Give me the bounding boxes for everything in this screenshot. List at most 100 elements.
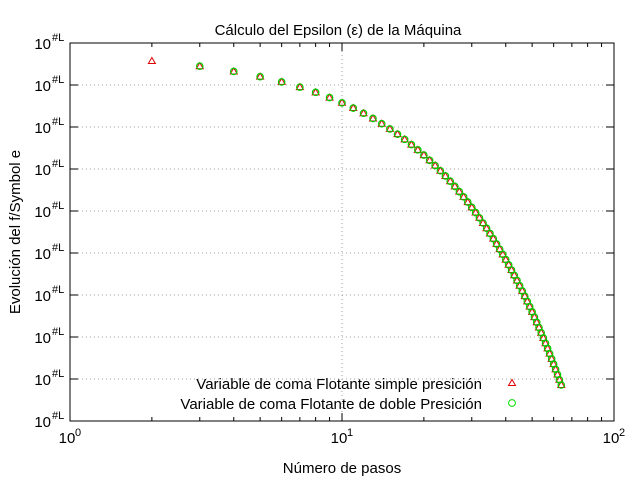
data-point-triangle [311, 87, 321, 96]
y-tick-label: 10 [34, 414, 51, 431]
data-point-triangle [509, 270, 519, 279]
axis-ticks [69, 42, 615, 422]
y-tick-label: 10 [34, 36, 51, 53]
data-point-circle [463, 198, 472, 206]
data-point-triangle [471, 208, 481, 216]
data-point-triangle [393, 129, 402, 138]
data-point-triangle [436, 166, 445, 174]
x-tick-exponent: 1 [347, 427, 353, 439]
data-point-triangle [463, 197, 473, 206]
legend: Variable de coma Flotante simple presici… [180, 376, 517, 413]
data-point-triangle [504, 260, 514, 268]
x-axis-label: Número de pasos [283, 460, 401, 477]
data-point-circle [475, 213, 484, 222]
data-point-triangle [430, 161, 440, 169]
data-point-triangle [478, 218, 488, 226]
data-point-triangle [507, 265, 516, 274]
legend-triangle-marker [507, 378, 517, 386]
data-point-triangle [359, 108, 368, 117]
data-point-circle [256, 72, 264, 81]
data-point-circle [455, 187, 464, 196]
y-tick-labels: 10 #L10 #L10 #L10 #L10 #L10 #L10 #L10 #L10 #L10 #L [34, 32, 64, 431]
series-double-precision [195, 62, 566, 389]
data-point-circle [436, 166, 445, 175]
data-point-circle [407, 140, 416, 149]
data-point-triangle [413, 145, 423, 153]
y-tick-label: 10 [34, 246, 51, 263]
y-tick-label: 10 [34, 372, 51, 389]
data-point-circle [377, 119, 386, 128]
data-point-triangle [492, 239, 501, 247]
data-point-triangle [419, 150, 429, 159]
y-tick-label: 10 [34, 288, 51, 305]
data-point-circle [451, 182, 459, 191]
data-point-triangle [407, 140, 416, 148]
data-point-circle [420, 151, 428, 159]
data-point-circle [486, 229, 494, 238]
data-point-circle [446, 177, 455, 185]
x-tick-exponent: 2 [619, 427, 625, 439]
data-point-triangle [325, 93, 334, 101]
y-tick-label: 10 [34, 330, 51, 347]
data-point-triangle [475, 213, 484, 221]
y-tick-exponent: #L [52, 326, 64, 338]
data-point-circle [471, 208, 480, 217]
data-point-triangle [485, 228, 495, 237]
y-axis-label: Evolución del f/Symbol e [7, 150, 24, 314]
data-point-circle [393, 130, 402, 138]
data-point-triangle [147, 56, 157, 64]
data-point-triangle [368, 113, 378, 122]
data-point-triangle [348, 103, 358, 112]
data-point-circle [359, 109, 368, 118]
data-point-circle [229, 67, 238, 76]
y-tick-exponent: #L [52, 410, 64, 422]
y-tick-exponent: #L [52, 368, 64, 380]
data-point-triangle [459, 192, 468, 200]
data-point-triangle [482, 223, 491, 232]
data-point-triangle [495, 244, 505, 253]
data-point-triangle [385, 124, 395, 132]
data-point-circle [369, 114, 377, 123]
chart-title: Cálculo del Epsilon (ε) de la Máquina [215, 22, 462, 39]
legend-circle-marker [508, 399, 516, 407]
data-point-triangle [450, 181, 460, 190]
data-point-triangle [501, 255, 511, 263]
x-tick-labels: 10 0 10 1 10 2 [59, 427, 625, 447]
data-point-circle [489, 234, 498, 243]
data-point-circle [557, 381, 566, 389]
data-point-triangle [277, 77, 287, 85]
data-point-circle [400, 135, 409, 144]
y-tick-label: 10 [34, 120, 51, 137]
data-point-triangle [498, 249, 508, 258]
data-point-circle [441, 172, 450, 180]
data-point-circle [325, 93, 334, 102]
data-point-circle [414, 146, 422, 154]
legend-label-double: Variable de coma Flotante de doble Presi… [180, 396, 482, 413]
x-tick-label: 10 [59, 430, 76, 447]
data-point-triangle [488, 234, 498, 242]
data-point-circle [482, 224, 491, 233]
y-tick-label: 10 [34, 204, 51, 221]
data-point-triangle [229, 66, 239, 75]
y-tick-exponent: #L [52, 74, 64, 86]
data-point-triangle [195, 61, 205, 70]
data-point-circle [195, 62, 204, 71]
data-point-circle [459, 193, 468, 201]
data-point-circle [349, 104, 358, 112]
data-point-circle [555, 375, 564, 384]
data-point-triangle [377, 119, 387, 127]
data-point-circle [425, 156, 434, 165]
data-point-circle [431, 161, 439, 170]
y-tick-exponent: #L [52, 158, 64, 170]
grid-lines [70, 43, 614, 421]
data-point-circle [386, 125, 394, 133]
y-tick-label: 10 [34, 162, 51, 179]
data-point-triangle [400, 134, 410, 143]
data-point-circle [467, 203, 476, 212]
x-tick-exponent: 0 [75, 427, 81, 439]
y-tick-exponent: #L [52, 116, 64, 128]
y-tick-label: 10 [34, 78, 51, 95]
data-point-triangle [512, 275, 522, 284]
data-point-triangle [337, 98, 347, 106]
